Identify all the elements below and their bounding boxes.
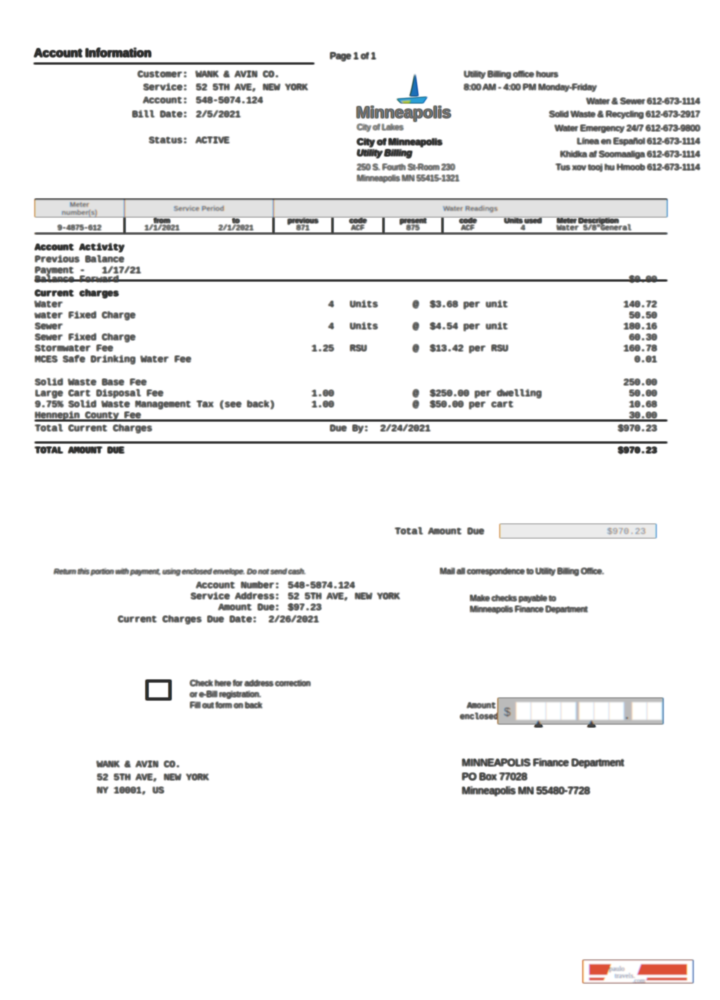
svg-text:$: $ xyxy=(504,705,511,719)
svg-text:.com: .com xyxy=(633,977,646,983)
